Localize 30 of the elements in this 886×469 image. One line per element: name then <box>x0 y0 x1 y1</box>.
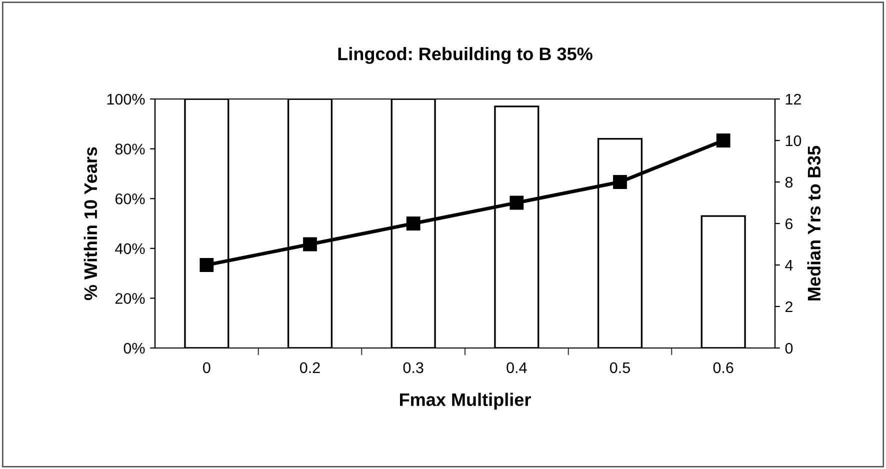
y2-tick-label: 8 <box>785 176 793 188</box>
y2-tick-label: 10 <box>786 135 802 146</box>
y2-tick-label: 12 <box>786 94 801 105</box>
bar <box>700 215 746 348</box>
point <box>406 216 420 230</box>
x-tick-label: 0.4 <box>506 362 527 374</box>
point <box>716 134 730 148</box>
y-tick-label: 40% <box>115 243 145 254</box>
y-tick-label: 60% <box>115 193 145 204</box>
point <box>510 196 524 210</box>
point <box>613 175 627 189</box>
x-tick-label: 0.3 <box>403 362 424 374</box>
chart-title: Lingcod: Rebuilding to B 35% <box>338 47 592 64</box>
y2-tick-label: 4 <box>785 260 793 271</box>
x-tick-label: 0.5 <box>610 362 630 374</box>
x-tick-label: 0.2 <box>300 362 320 374</box>
y-tick-label: 0% <box>124 342 145 354</box>
y-tick-label: 20% <box>115 293 145 304</box>
y-tick-label: 100% <box>107 94 145 105</box>
x-tick-label: 0 <box>203 362 210 374</box>
y-tick-label: 80% <box>115 144 145 154</box>
x-axis-title: Fmax Multiplier <box>400 392 531 410</box>
x-tick-label: 0.6 <box>713 362 734 374</box>
y2-axis-title: Median Yrs to B35 <box>807 146 821 300</box>
point <box>303 237 317 252</box>
y2-tick-label: 2 <box>785 301 792 312</box>
y-axis-title: % Within 10 Years <box>84 147 98 300</box>
y2-tick-label: 6 <box>786 218 793 230</box>
y2-tick-label: 0 <box>785 342 793 354</box>
point <box>200 258 214 272</box>
